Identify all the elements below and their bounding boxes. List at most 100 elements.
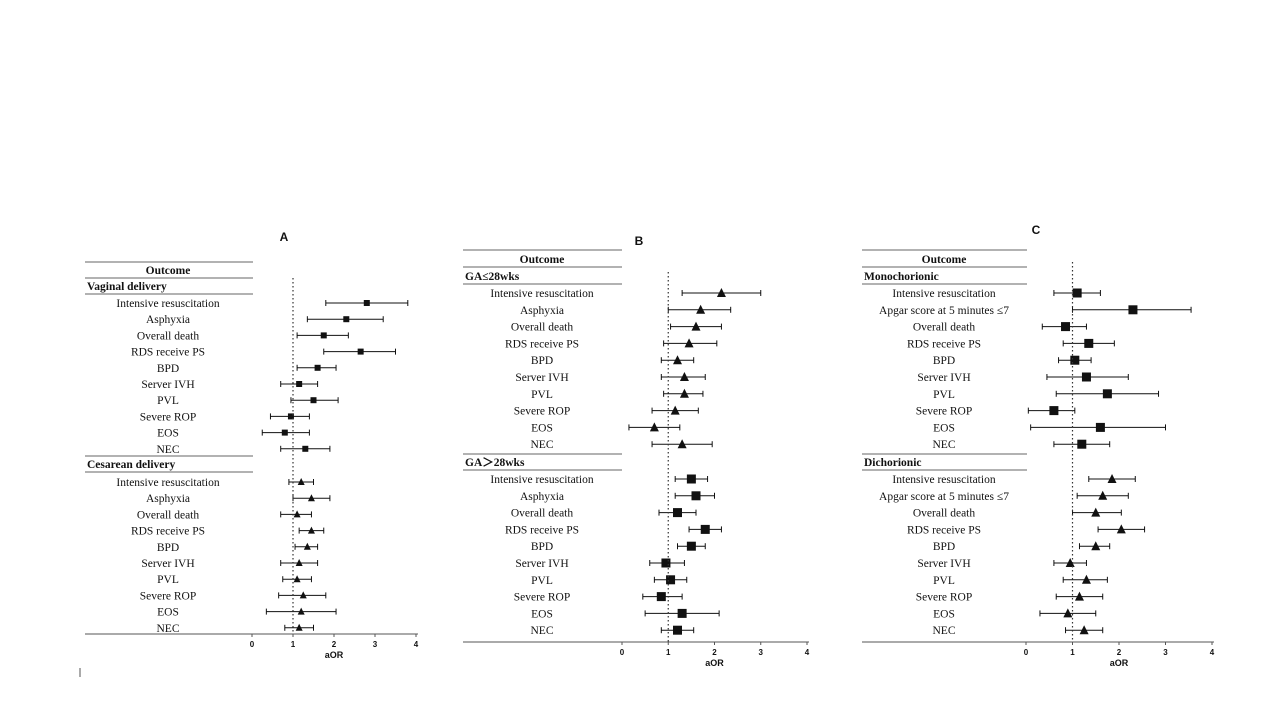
panel-b-g1-row-10-label: NEC	[531, 439, 554, 451]
panel-c-g2-row-3-point-triangle	[1091, 507, 1101, 517]
panel-c-g1-row-2-label: Apgar score at 5 minutes ≤7	[879, 305, 1009, 317]
panel-a-g2-row-3-label: Overall death	[137, 509, 200, 521]
panel-c-g1-row-3-point-square	[1061, 322, 1071, 332]
panel-a-g2-row-2-label: Asphyxia	[146, 493, 190, 505]
panel-c-g2-row-8-label: Severe ROP	[916, 592, 973, 604]
panel-b-group-2-name: GA＞28wks	[465, 456, 525, 469]
panel-a-g1-row-7-label: PVL	[157, 395, 179, 407]
panel-a-g2-row-10-point-triangle	[295, 623, 303, 631]
panel-c-g2-row-7-point-triangle	[1081, 574, 1091, 584]
panel-b-g2-row-3-label: Overall death	[511, 508, 574, 520]
panel-c-group-2-name: Dichorionic	[864, 457, 922, 469]
panel-c-g1-row-5-label: BPD	[933, 355, 955, 367]
panel-b-g1-row-4-point-triangle	[684, 338, 694, 348]
panel-a-g1-row-4-label: RDS receive PS	[131, 347, 205, 359]
panel-b-g1-row-7-point-triangle	[679, 388, 689, 398]
panel-a-group-1-name: Vaginal delivery	[87, 281, 167, 293]
panel-c-g2-row-1-point-triangle	[1107, 474, 1117, 483]
panel-b-g1-row-3-label: Overall death	[511, 322, 574, 334]
panel-c-g2-row-7-label: PVL	[933, 575, 955, 587]
panel-c-g2-row-9-label: EOS	[933, 608, 955, 620]
panel-b-g2-row-9-label: EOS	[531, 608, 553, 620]
panel-a-g2-row-5-label: BPD	[157, 542, 179, 554]
panel-a-g1-row-2-label: Asphyxia	[146, 314, 190, 326]
panel-c-tick-label-2: 2	[1117, 648, 1122, 657]
panel-b-x-axis-title: aOR	[705, 658, 724, 668]
panel-c-g2-row-10-label: NEC	[933, 625, 956, 637]
panel-c-g1-row-4-point-square	[1084, 338, 1094, 348]
panel-b-g1-row-8-label: Severe ROP	[514, 406, 571, 418]
panel-a-g2-row-4-label: RDS receive PS	[131, 526, 205, 538]
panel-c-g1-row-9-point-square	[1095, 422, 1105, 432]
panel-b-g2-row-10-point-square	[673, 625, 682, 635]
panel-b-g2-row-7-point-square	[666, 575, 676, 585]
panel-a-g2-row-3-point-triangle	[293, 510, 301, 518]
panel-a-letter: A	[280, 230, 289, 244]
panel-c-g1-row-1-label: Intensive resuscitation	[892, 288, 995, 300]
panel-a-g2-row-9-label: EOS	[157, 607, 179, 619]
panel-b-tick-label-0: 0	[620, 648, 625, 657]
panel-a-g2-row-7-point-triangle	[293, 575, 301, 583]
panel-c-g1-row-4-label: RDS receive PS	[907, 338, 981, 350]
panel-b-g2-row-10-label: NEC	[531, 625, 554, 637]
panel-c-tick-label-1: 1	[1070, 648, 1075, 657]
panel-c-x-axis-title: aOR	[1110, 658, 1129, 668]
panel-c-g2-row-6-label: Server IVH	[917, 558, 970, 570]
panel-a-x-axis-title: aOR	[325, 650, 344, 660]
panel-c-g1-row-7-point-square	[1102, 389, 1112, 399]
panel-b-g1-row-2-label: Asphyxia	[520, 305, 564, 317]
panel-a-g1-row-10-label: NEC	[157, 444, 180, 456]
panel-b-letter: B	[635, 234, 644, 248]
panel-c-g2-row-1-label: Intensive resuscitation	[892, 474, 995, 486]
panel-a-g1-row-7-point-square	[310, 397, 317, 404]
panel-a-g1-row-1-label: Intensive resuscitation	[116, 298, 219, 310]
panel-c-g1-row-10-label: NEC	[933, 439, 956, 451]
panel-b-tick-label-4: 4	[805, 648, 810, 657]
panel-c-header-label: Outcome	[922, 254, 967, 266]
panel-b-g2-row-3-point-square	[673, 508, 682, 518]
panel-a-group-2-name: Cesarean delivery	[87, 459, 176, 471]
panel-c-g1-row-1-point-square	[1072, 288, 1082, 298]
panel-c-g1-row-6-label: Server IVH	[917, 372, 970, 384]
panel-a-tick-label-2: 2	[332, 640, 337, 649]
panel-a-g2-row-2-point-triangle	[307, 494, 315, 502]
panel-c-g2-row-5-label: BPD	[933, 541, 955, 553]
panel-b-g1-row-9-label: EOS	[531, 422, 553, 434]
panel-c-g1-row-3-label: Overall death	[913, 322, 976, 334]
panel-c-g1-row-10-point-square	[1077, 439, 1087, 449]
panel-b-group-1-name: GA≤28wks	[465, 271, 520, 283]
panel-b-g2-row-2-label: Asphyxia	[520, 491, 564, 503]
panel-a-g2-row-6-label: Server IVH	[141, 558, 194, 570]
panel-a-g2-row-5-point-triangle	[303, 542, 311, 550]
panel-b-g2-row-1-point-square	[686, 474, 696, 484]
panel-c: C Outcome Monochorionic Intensive resuscita…	[862, 223, 1215, 668]
panel-a-g1-row-6-label: Server IVH	[141, 379, 194, 391]
panel-a-g2-row-1-point-triangle	[297, 478, 305, 485]
panel-c-g1-row-6-point-square	[1081, 372, 1091, 382]
panel-a-g1-row-9-point-square	[281, 429, 288, 436]
panel-c-g2-row-10-point-triangle	[1079, 625, 1089, 635]
panel-c-g2-row-4-label: RDS receive PS	[907, 524, 981, 536]
panel-b-g2-row-6-point-square	[661, 558, 671, 568]
panel-b-g1-row-6-point-triangle	[679, 372, 689, 381]
panel-b-g2-row-6-label: Server IVH	[515, 558, 568, 570]
panel-b-g1-row-10-point-triangle	[677, 439, 687, 449]
panel-a-g1-row-1-point-square	[363, 300, 370, 306]
panel-a-tick-label-4: 4	[414, 640, 419, 649]
panel-b-g1-row-3-point-triangle	[691, 321, 701, 331]
panel-a: A Outcome Vaginal delivery Intensive resusc…	[85, 230, 419, 660]
panel-a-g2-row-8-point-triangle	[299, 591, 307, 599]
panel-a-g2-row-1-label: Intensive resuscitation	[116, 477, 219, 489]
panel-a-g1-row-5-label: BPD	[157, 363, 179, 375]
panel-c-g1-row-7-label: PVL	[933, 389, 955, 401]
panel-a-g2-row-6-point-triangle	[295, 559, 303, 566]
panel-c-g2-row-3-label: Overall death	[913, 508, 976, 520]
panel-a-tick-label-0: 0	[250, 640, 255, 649]
panel-a-g1-row-3-point-square	[320, 332, 327, 339]
panel-a-g1-row-3-label: Overall death	[137, 330, 200, 342]
panel-b-g1-row-9-point-triangle	[649, 422, 659, 432]
panel-c-tick-label-0: 0	[1024, 648, 1029, 657]
panel-b-tick-label-3: 3	[759, 648, 764, 657]
panel-b-g1-row-2-point-triangle	[696, 304, 706, 314]
